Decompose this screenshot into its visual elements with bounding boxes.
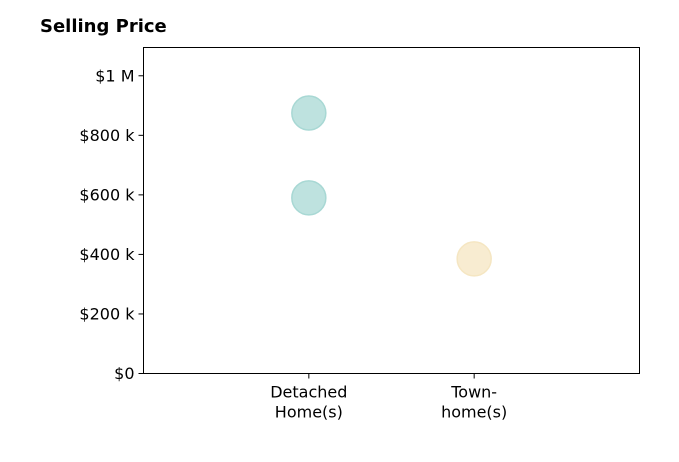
y-tick-label: $600 k <box>79 185 135 204</box>
y-tick-label: $200 k <box>79 304 135 323</box>
x-tick-label: Home(s) <box>275 403 343 422</box>
chart-title: Selling Price <box>40 16 167 37</box>
x-tick-label: home(s) <box>441 403 507 422</box>
y-tick-label: $400 k <box>79 245 135 264</box>
y-tick-label: $0 <box>114 364 134 383</box>
plot-area-frame <box>143 47 640 374</box>
data-point <box>456 241 492 277</box>
x-tick-label: Detached <box>270 383 347 402</box>
data-points <box>291 95 492 277</box>
data-point <box>291 95 327 131</box>
data-point <box>291 180 327 216</box>
y-axis: $0 $200 k $400 k $600 k $800 k $1 M <box>79 66 144 383</box>
x-tick-label: Town- <box>450 383 497 402</box>
y-tick-label: $1 M <box>95 66 134 85</box>
y-tick-label: $800 k <box>79 126 135 145</box>
